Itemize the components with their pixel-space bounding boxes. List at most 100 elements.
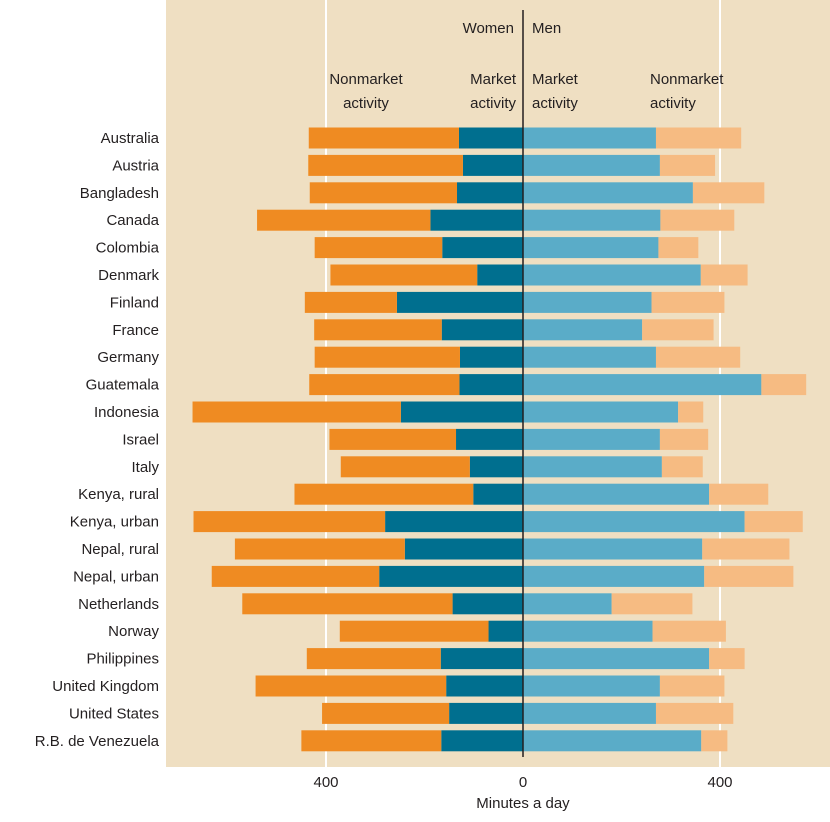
bar-women-market [379, 565, 523, 587]
bar-men-market [523, 483, 710, 505]
bar-men-market [523, 511, 745, 533]
bar-women-nonmarket [309, 182, 458, 204]
bar-men-nonmarket [642, 319, 714, 341]
bar-men-nonmarket [652, 620, 726, 642]
bars [192, 127, 807, 752]
bar-men-market [523, 456, 662, 478]
bar-men-market [523, 648, 710, 670]
bar-women-market [458, 127, 523, 149]
bar-women-market [396, 291, 523, 313]
bar-men-market [523, 127, 656, 149]
category-label: Philippines [86, 651, 159, 668]
bar-men-nonmarket [678, 401, 704, 423]
bar-men-nonmarket [761, 374, 807, 396]
category-label: Canada [106, 212, 159, 229]
bar-men-nonmarket [692, 182, 765, 204]
bar-men-market [523, 264, 701, 286]
bar-women-market [385, 511, 523, 533]
women-market-label: Market [470, 71, 517, 88]
category-label: Denmark [98, 267, 159, 284]
bar-women-market [477, 264, 523, 286]
bar-women-nonmarket [340, 456, 470, 478]
bar-women-nonmarket [234, 538, 405, 560]
bar-women-market [441, 730, 523, 752]
women-market-label-2: activity [470, 95, 516, 112]
bar-men-nonmarket [655, 702, 734, 724]
category-label: France [112, 322, 159, 339]
bar-men-market [523, 209, 661, 231]
bar-women-nonmarket [330, 264, 478, 286]
category-label: Austria [112, 157, 159, 174]
bar-women-market [442, 237, 523, 259]
bar-women-nonmarket [308, 127, 459, 149]
category-label: Guatemala [86, 377, 160, 394]
bar-women-nonmarket [257, 209, 431, 231]
bar-men-nonmarket [702, 538, 790, 560]
x-tick-label: 0 [519, 774, 527, 791]
bar-women-market [430, 209, 523, 231]
bar-women-nonmarket [314, 346, 460, 368]
bar-men-nonmarket [659, 154, 716, 176]
bar-men-market [523, 620, 653, 642]
bar-men-nonmarket [660, 209, 735, 231]
category-label: Italy [131, 459, 159, 476]
bar-women-market [446, 675, 523, 697]
category-label: Netherlands [78, 596, 159, 613]
bar-women-nonmarket [211, 565, 380, 587]
top-headers: Women Men Nonmarket activity Market acti… [329, 20, 724, 112]
bar-women-market [462, 154, 523, 176]
women-nonmarket-label-2: activity [343, 95, 389, 112]
bar-men-nonmarket [700, 264, 748, 286]
bar-men-nonmarket [658, 237, 699, 259]
category-label: Finland [110, 294, 159, 311]
x-axis-ticks: 400 0 400 [313, 774, 732, 791]
bar-women-market [459, 374, 523, 396]
men-header: Men [532, 20, 561, 37]
bar-men-nonmarket [701, 730, 728, 752]
bar-women-nonmarket [308, 154, 463, 176]
bar-women-market [404, 538, 523, 560]
bar-men-nonmarket [655, 127, 742, 149]
bar-women-market [473, 483, 523, 505]
bar-women-nonmarket [255, 675, 447, 697]
bar-men-nonmarket [709, 483, 769, 505]
bar-men-market [523, 319, 643, 341]
bar-women-market [441, 319, 523, 341]
category-label: Australia [101, 130, 160, 147]
category-labels: Australia Austria Bangladesh Canada Colombia… [35, 130, 160, 750]
bar-men-market [523, 346, 656, 368]
bar-men-nonmarket [651, 291, 725, 313]
x-axis-title: Minutes a day [476, 795, 570, 812]
bar-men-nonmarket [744, 511, 803, 533]
category-label: United Kingdom [52, 678, 159, 695]
bar-men-nonmarket [704, 565, 794, 587]
bar-men-market [523, 237, 659, 259]
bar-women-nonmarket [193, 511, 386, 533]
category-label: R.B. de Venezuela [35, 733, 160, 750]
bar-women-nonmarket [242, 593, 453, 615]
category-label: Indonesia [94, 404, 160, 421]
bar-women-market [440, 648, 523, 670]
bar-men-nonmarket [611, 593, 693, 615]
men-market-label: Market [532, 71, 579, 88]
category-label: Norway [108, 623, 159, 640]
bar-women-market [456, 428, 523, 450]
category-label: Israel [122, 431, 159, 448]
bar-women-nonmarket [314, 319, 442, 341]
bar-men-nonmarket [709, 648, 745, 670]
bar-women-market [452, 593, 523, 615]
bar-men-nonmarket [655, 346, 741, 368]
bar-women-market [400, 401, 523, 423]
men-nonmarket-label-2: activity [650, 95, 696, 112]
category-label: Colombia [96, 240, 160, 257]
bar-men-market [523, 428, 660, 450]
men-market-label-2: activity [532, 95, 578, 112]
bar-women-market [488, 620, 523, 642]
bar-women-nonmarket [306, 648, 441, 670]
bar-men-market [523, 538, 703, 560]
bar-women-nonmarket [309, 374, 460, 396]
category-label: Nepal, rural [81, 541, 159, 558]
bar-women-nonmarket [329, 428, 457, 450]
category-label: Nepal, urban [73, 568, 159, 585]
